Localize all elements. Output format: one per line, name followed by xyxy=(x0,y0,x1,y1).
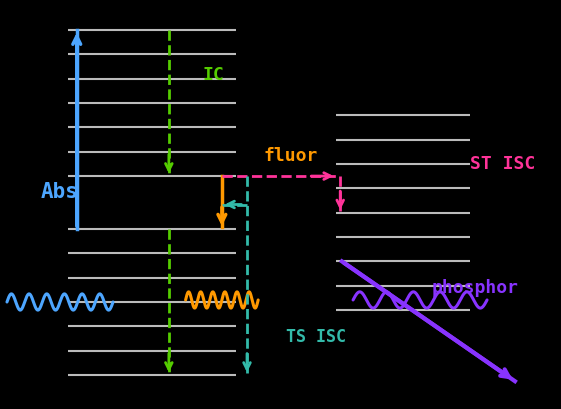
Text: Abs: Abs xyxy=(40,182,79,202)
Text: phosphor: phosphor xyxy=(431,279,518,297)
Text: TS ISC: TS ISC xyxy=(286,328,346,346)
Text: IC: IC xyxy=(203,65,224,83)
Text: fluor: fluor xyxy=(264,147,318,165)
Text: ST ISC: ST ISC xyxy=(470,155,536,173)
